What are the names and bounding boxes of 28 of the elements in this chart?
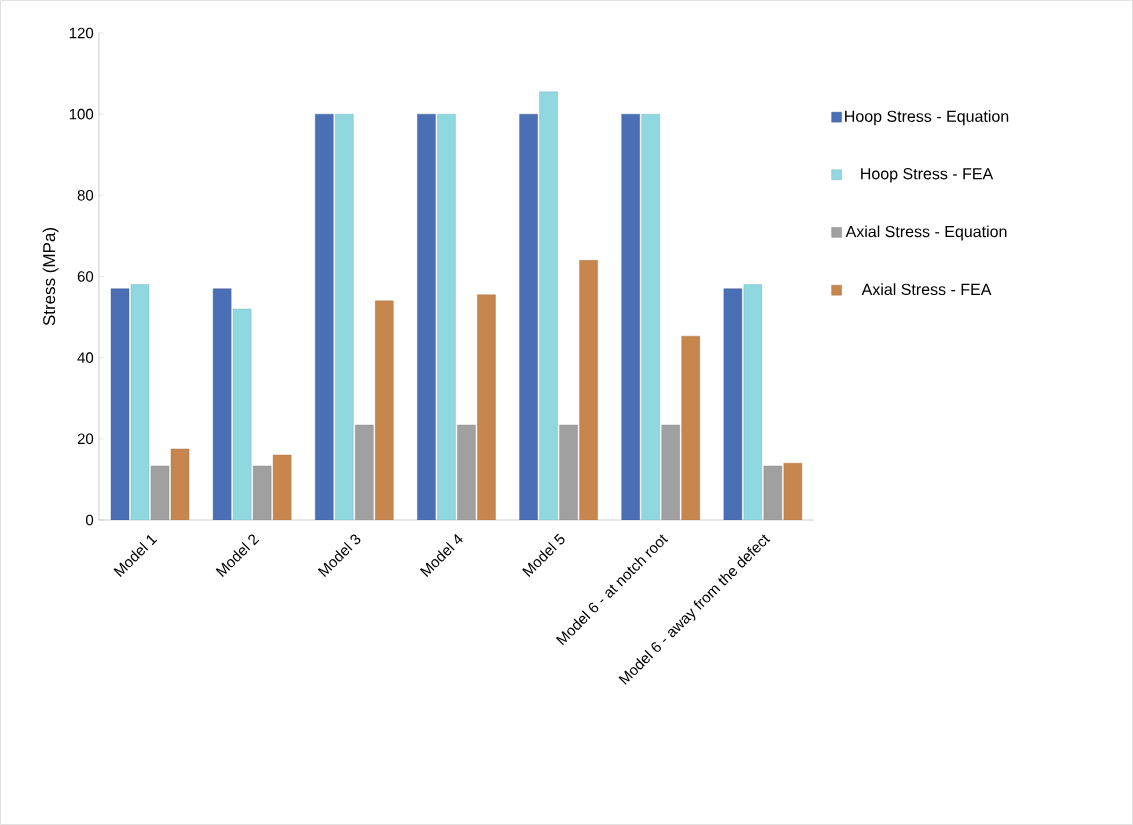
legend-label: Hoop Stress - Equation: [845, 110, 1009, 126]
bar: [457, 425, 476, 520]
y-tick-label: 80: [77, 190, 94, 201]
bar: [315, 113, 334, 520]
bar: [375, 300, 394, 520]
bar: [417, 113, 436, 520]
y-tick-label: 40: [77, 352, 94, 363]
y-tick-label: 20: [77, 433, 94, 445]
y-tick-label: 0: [85, 514, 94, 526]
bar: [559, 425, 578, 520]
bar: [681, 335, 700, 520]
bar: [539, 91, 558, 520]
bar: [519, 113, 538, 520]
bar: [335, 113, 354, 520]
bar: [621, 113, 640, 520]
legend-label: Axial Stress - FEA: [861, 283, 992, 296]
y-tick-label: 100: [69, 108, 94, 120]
legend-label: Axial Stress - Equation: [845, 225, 1007, 241]
bar: [579, 260, 598, 520]
bar: [477, 294, 496, 520]
bar: [355, 425, 374, 520]
legend-label: Hoop Stress - FEA: [861, 168, 994, 183]
y-axis-title: Stress (MPa): [42, 227, 59, 326]
y-tick-label: 60: [77, 271, 94, 282]
y-tick-label: 120: [69, 27, 94, 39]
bar: [661, 425, 680, 520]
bar: [437, 113, 456, 520]
bar: [641, 113, 660, 520]
